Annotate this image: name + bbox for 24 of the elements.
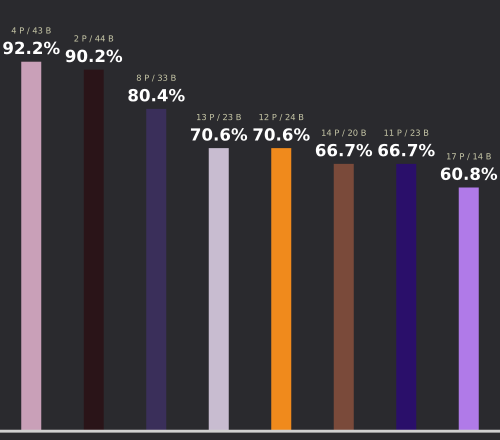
data-label: 70.6% [253, 128, 310, 141]
bar [21, 62, 42, 432]
annotation: 14 P / 20 B [322, 130, 366, 136]
annotation: 11 P / 23 B [384, 130, 428, 136]
bar [146, 108, 166, 432]
text: 4 P / 43 B [12, 27, 51, 34]
bar [396, 164, 416, 432]
data-label: 66.7% [316, 144, 372, 156]
data-label: 80.4% [128, 88, 185, 102]
data-label: 90.2% [66, 50, 122, 62]
annotation: 13 P / 23 B [196, 114, 241, 121]
data-label: 60.8% [440, 167, 498, 180]
bar [271, 148, 292, 432]
bar [84, 70, 104, 432]
bar [334, 164, 354, 432]
bar [208, 148, 229, 432]
data-label: 70.6% [190, 128, 248, 141]
annotation: 12 P / 24 B [259, 114, 304, 121]
annotation: 8 P / 33 B [136, 74, 176, 82]
data-label: 92.2% [3, 42, 60, 54]
data-label: 66.7% [378, 144, 435, 156]
text: 2 P / 44 B [74, 35, 114, 42]
annotation: 17 P / 14 B [446, 153, 491, 160]
bar [458, 187, 479, 432]
